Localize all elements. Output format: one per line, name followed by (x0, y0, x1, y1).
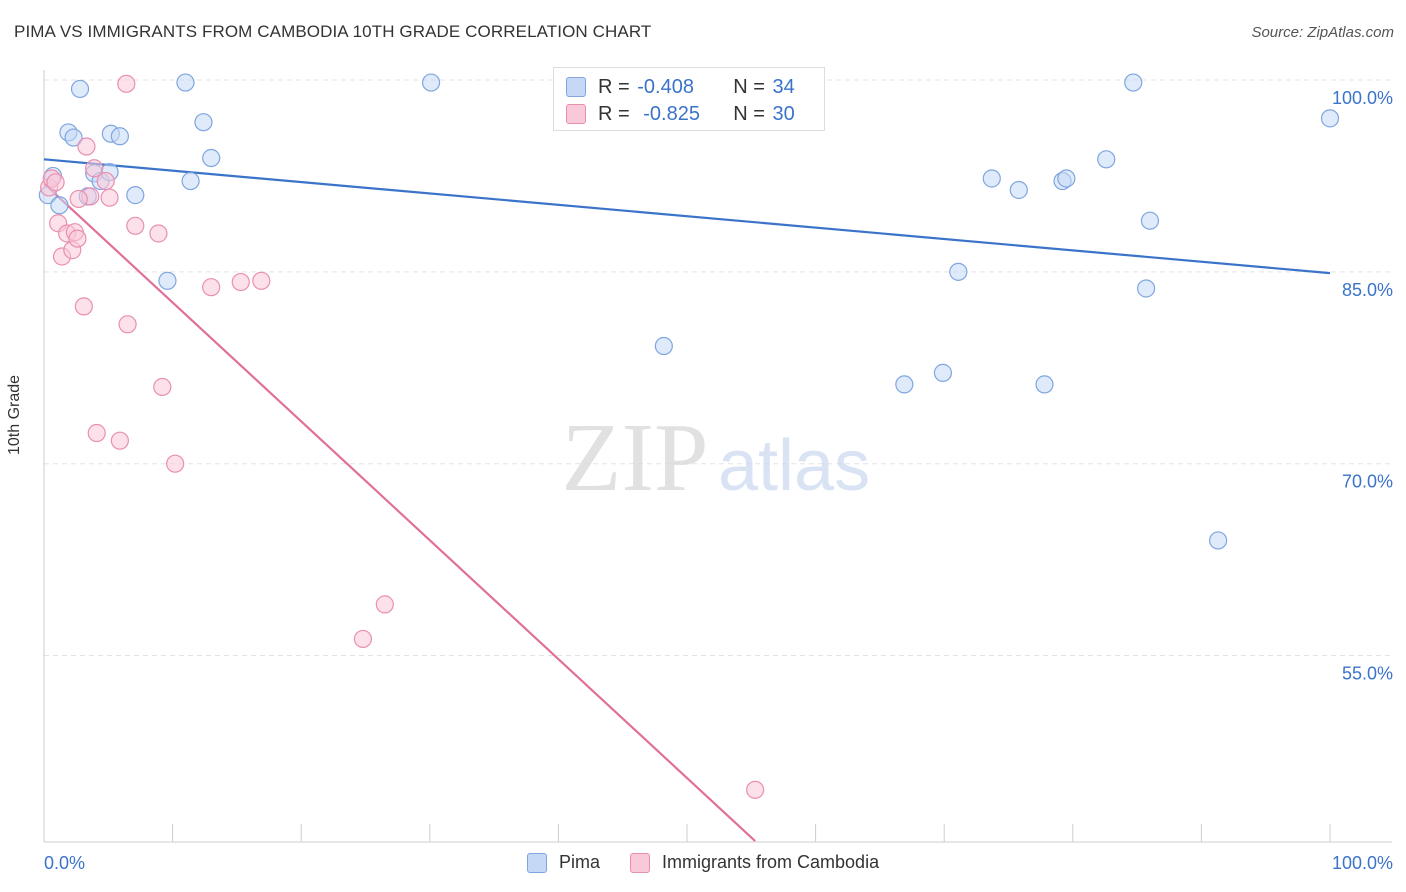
pima-point (50, 196, 69, 215)
stats-legend: R = -0.408 N = 34 R = -0.825 N = 30 (553, 67, 825, 131)
cambodia-point (117, 74, 136, 93)
cambodia-point (375, 595, 394, 614)
y-tick-label: 85.0% (1342, 280, 1393, 300)
cambodia-point (96, 171, 115, 191)
cambodia-point (353, 629, 373, 649)
pima-point (982, 169, 1001, 188)
cambodia-point (68, 229, 87, 248)
cambodia-r-value: -0.825 (643, 102, 700, 125)
cambodia-point (231, 272, 250, 292)
pima-point (64, 128, 83, 147)
pima-point (158, 271, 177, 290)
cambodia-point (746, 780, 765, 799)
pima-point (1057, 169, 1076, 188)
pima-point (194, 113, 213, 132)
pima-point (933, 363, 953, 382)
pima-point (895, 375, 914, 394)
cambodia-point (252, 271, 271, 290)
gridlines (44, 79, 1392, 657)
watermark-zip: ZIP (562, 404, 709, 512)
cambodia-swatch (566, 104, 586, 124)
pima-point (1124, 73, 1143, 92)
pima-swatch (566, 77, 586, 97)
cambodia-point (110, 431, 129, 450)
cambodia-point (69, 189, 88, 209)
source-label: Source: ZipAtlas.com (1251, 24, 1394, 41)
y-tick-label: 100.0% (1332, 88, 1393, 108)
x-tick-label-right: 100.0% (1332, 853, 1393, 873)
trendlines (43, 158, 1331, 842)
pima-point (70, 79, 90, 99)
cambodia-r-label: R = (598, 102, 630, 125)
pima-r-value: -0.408 (637, 75, 694, 98)
y-tick-label: 70.0% (1342, 472, 1393, 492)
cambodia-point (153, 377, 172, 397)
cambodia-n-value: 30 (772, 102, 795, 125)
pima-point (1097, 150, 1116, 169)
cambodia-point (87, 423, 106, 443)
pima-point (181, 171, 200, 191)
pima-point (110, 127, 129, 146)
pima-n-value: 34 (772, 75, 795, 98)
cambodia-point (202, 278, 221, 297)
legend-item-pima[interactable]: Pima (527, 852, 600, 873)
cambodia-point (85, 159, 104, 178)
pima-point (949, 262, 968, 281)
cambodia-point (46, 173, 65, 192)
pima-point (126, 186, 145, 205)
data-points (38, 73, 1340, 799)
watermark-atlas: atlas (718, 426, 870, 506)
pima-point (1009, 180, 1028, 200)
legend-row-pima: R = -0.408 N = 34 (566, 75, 795, 99)
pima-legend-swatch (527, 852, 547, 873)
pima-point (1140, 211, 1160, 230)
series-legend: Pima Immigrants from Cambodia (527, 852, 909, 873)
pima-point (1035, 375, 1054, 394)
pima-legend-label: Pima (559, 852, 601, 872)
watermark: ZIP atlas (562, 404, 871, 512)
chart-title: PIMA VS IMMIGRANTS FROM CAMBODIA 10TH GR… (14, 22, 652, 41)
cambodia-trendline (43, 182, 756, 842)
pima-n-label: N = (733, 75, 765, 98)
legend-row-cambodia: R = -0.825 N = 30 (566, 102, 795, 126)
pima-point (1320, 109, 1340, 128)
pima-r-label: R = (598, 75, 630, 98)
pima-point (1209, 531, 1228, 550)
legend-item-cambodia[interactable]: Immigrants from Cambodia (630, 852, 879, 873)
x-tick-label-left: 0.0% (44, 853, 85, 873)
cambodia-legend-label: Immigrants from Cambodia (662, 852, 880, 872)
pima-point (421, 73, 441, 92)
cambodia-n-label: N = (733, 102, 765, 125)
pima-point (176, 73, 195, 92)
pima-point (1137, 279, 1156, 298)
y-tick-label: 55.0% (1342, 664, 1393, 684)
pima-point (202, 148, 221, 168)
pima-point (654, 336, 673, 356)
cambodia-point (126, 216, 145, 235)
cambodia-point (74, 297, 93, 316)
cambodia-legend-swatch (630, 852, 651, 873)
cambodia-point (149, 224, 168, 243)
tick-labels: 100.0% 85.0% 70.0% 55.0% 0.0% 100.0% (44, 88, 1393, 873)
pima-trendline (43, 158, 1331, 275)
cambodia-point (77, 137, 96, 156)
cambodia-point (118, 315, 137, 334)
cambodia-point (166, 454, 185, 473)
cambodia-point (100, 188, 119, 207)
